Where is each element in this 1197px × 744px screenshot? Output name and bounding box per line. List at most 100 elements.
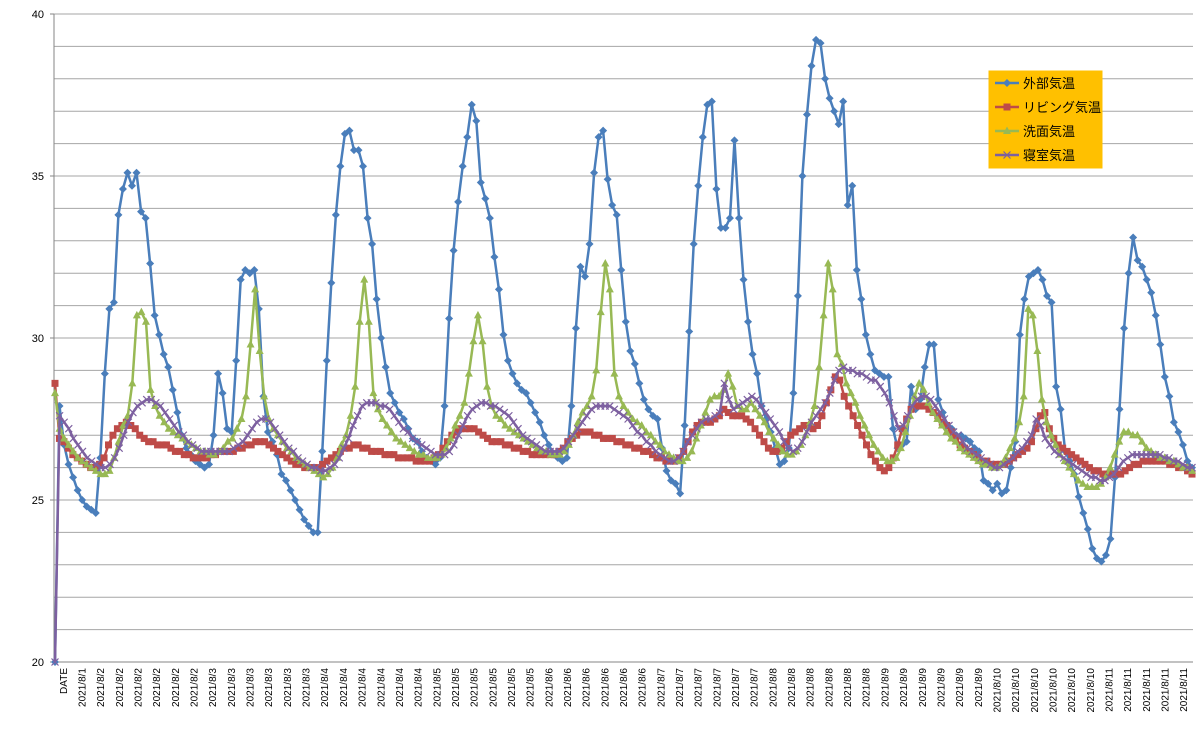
- data-point: [503, 356, 512, 365]
- data-point: [889, 424, 898, 433]
- data-point: [173, 430, 182, 439]
- data-point: [280, 437, 289, 446]
- data-point: [147, 395, 156, 404]
- data-point: [363, 214, 372, 223]
- data-point: [878, 453, 887, 461]
- x-tick-label: 2021/8/1: [78, 668, 89, 707]
- data-point: [60, 418, 69, 427]
- data-point: [198, 454, 206, 462]
- data-point: [926, 395, 935, 404]
- data-point: [296, 460, 304, 468]
- data-point: [751, 425, 759, 433]
- data-point: [585, 240, 594, 249]
- data-point: [1108, 470, 1116, 478]
- legend-entry: 寝室気温: [995, 148, 1075, 163]
- data-point: [359, 162, 368, 171]
- data-point: [830, 107, 839, 116]
- data-point: [1043, 291, 1052, 300]
- data-point: [738, 412, 746, 420]
- data-point: [351, 382, 360, 390]
- data-point: [482, 398, 490, 407]
- data-point: [613, 438, 621, 446]
- data-point: [64, 460, 73, 469]
- data-point: [840, 392, 848, 400]
- data-point: [146, 385, 155, 393]
- x-tick-label: 2021/8/8: [768, 668, 779, 707]
- data-point: [485, 214, 494, 223]
- x-tick-label: 2021/8/10: [1067, 668, 1078, 713]
- data-point: [544, 440, 553, 449]
- data-point: [679, 447, 688, 456]
- data-point: [69, 446, 78, 455]
- data-point: [286, 486, 295, 495]
- data-point: [676, 489, 685, 498]
- data-point: [747, 392, 756, 401]
- data-point: [892, 453, 901, 461]
- data-point: [461, 425, 469, 433]
- data-point: [401, 440, 410, 448]
- data-point: [743, 395, 752, 404]
- data-point: [782, 438, 790, 446]
- data-point: [839, 363, 848, 372]
- data-point: [250, 265, 259, 274]
- data-point: [626, 346, 635, 355]
- x-tick-label: 2021/8/10: [1048, 668, 1059, 713]
- data-point: [454, 431, 463, 440]
- data-point: [261, 438, 269, 446]
- data-point: [452, 428, 460, 436]
- data-point: [601, 258, 610, 267]
- data-point: [138, 398, 147, 407]
- data-point: [460, 398, 469, 406]
- x-tick-label: 2021/8/11: [1123, 668, 1134, 712]
- data-point: [769, 433, 778, 442]
- data-point: [1174, 459, 1183, 468]
- data-point: [179, 431, 188, 440]
- data-point: [958, 437, 967, 446]
- data-point: [915, 378, 924, 387]
- data-point: [528, 451, 536, 459]
- x-tick-label: 2021/8/6: [638, 668, 649, 707]
- data-point: [1097, 557, 1106, 566]
- data-point: [701, 408, 710, 416]
- data-point: [463, 133, 472, 142]
- data-point: [1038, 275, 1047, 284]
- data-point: [1032, 425, 1040, 433]
- data-point: [956, 443, 965, 452]
- data-point: [848, 366, 857, 375]
- data-point: [445, 314, 454, 323]
- data-point: [413, 437, 422, 446]
- data-point: [887, 456, 896, 465]
- x-tick-label: 2021/8/8: [862, 668, 873, 707]
- data-point: [178, 433, 187, 442]
- data-point: [1050, 447, 1059, 456]
- data-point: [1120, 324, 1129, 333]
- data-point: [483, 382, 492, 390]
- data-point: [780, 437, 788, 446]
- data-point: [261, 415, 270, 423]
- data-point: [265, 441, 273, 449]
- data-point: [943, 421, 951, 429]
- data-point: [69, 473, 78, 482]
- data-point: [693, 421, 701, 429]
- data-point: [617, 438, 625, 446]
- data-point: [775, 428, 784, 436]
- data-point: [173, 408, 182, 417]
- data-point: [451, 420, 460, 429]
- data-point: [685, 327, 694, 336]
- data-point: [977, 453, 986, 462]
- data-point: [865, 430, 874, 439]
- data-point: [321, 466, 330, 475]
- data-point: [478, 336, 487, 345]
- data-point: [605, 284, 614, 293]
- x-tick-label: 2021/8/6: [544, 668, 555, 707]
- data-point: [876, 464, 884, 472]
- data-point: [169, 427, 178, 435]
- data-point: [1009, 453, 1018, 462]
- data-point: [988, 486, 997, 495]
- data-point: [234, 444, 242, 452]
- data-point: [1123, 453, 1132, 462]
- y-tick-label: 35: [32, 171, 44, 183]
- data-point: [458, 162, 467, 171]
- data-point: [662, 466, 671, 475]
